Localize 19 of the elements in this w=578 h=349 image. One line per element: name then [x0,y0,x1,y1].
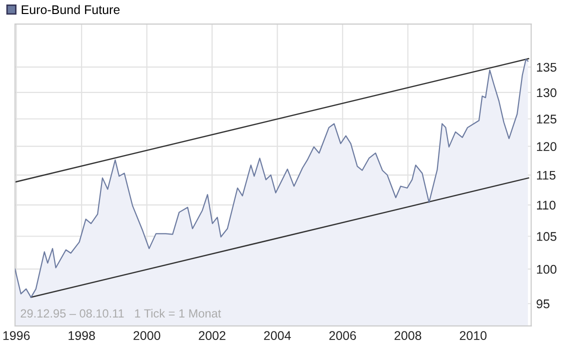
y-tick-label: 130 [536,88,556,98]
legend-label: Euro-Bund Future [22,4,120,14]
x-tick-label: 2000 [134,331,160,340]
y-tick-label: 95 [536,299,550,308]
y-tick-label: 105 [536,232,556,241]
y-tick-label: 110 [536,200,556,210]
y-tick-label: 100 [536,264,556,274]
x-tick-label: 2006 [329,331,356,340]
x-tick-label: 2010 [460,331,487,340]
x-tick-label: 1996 [3,331,30,340]
x-tick-label: 2002 [198,331,226,340]
y-tick-label: 125 [536,114,556,124]
x-tick-label: 2004 [264,331,291,340]
y-tick-label: 120 [536,142,556,152]
y-tick-label: 135 [536,62,556,72]
annotation: 29.12.95 – 08.10.11 1 Tick = 1 Monat [20,308,222,318]
y-tick-label: 115 [536,170,556,180]
x-tick-label: 1998 [68,331,95,340]
x-tick-label: 2008 [394,331,422,340]
